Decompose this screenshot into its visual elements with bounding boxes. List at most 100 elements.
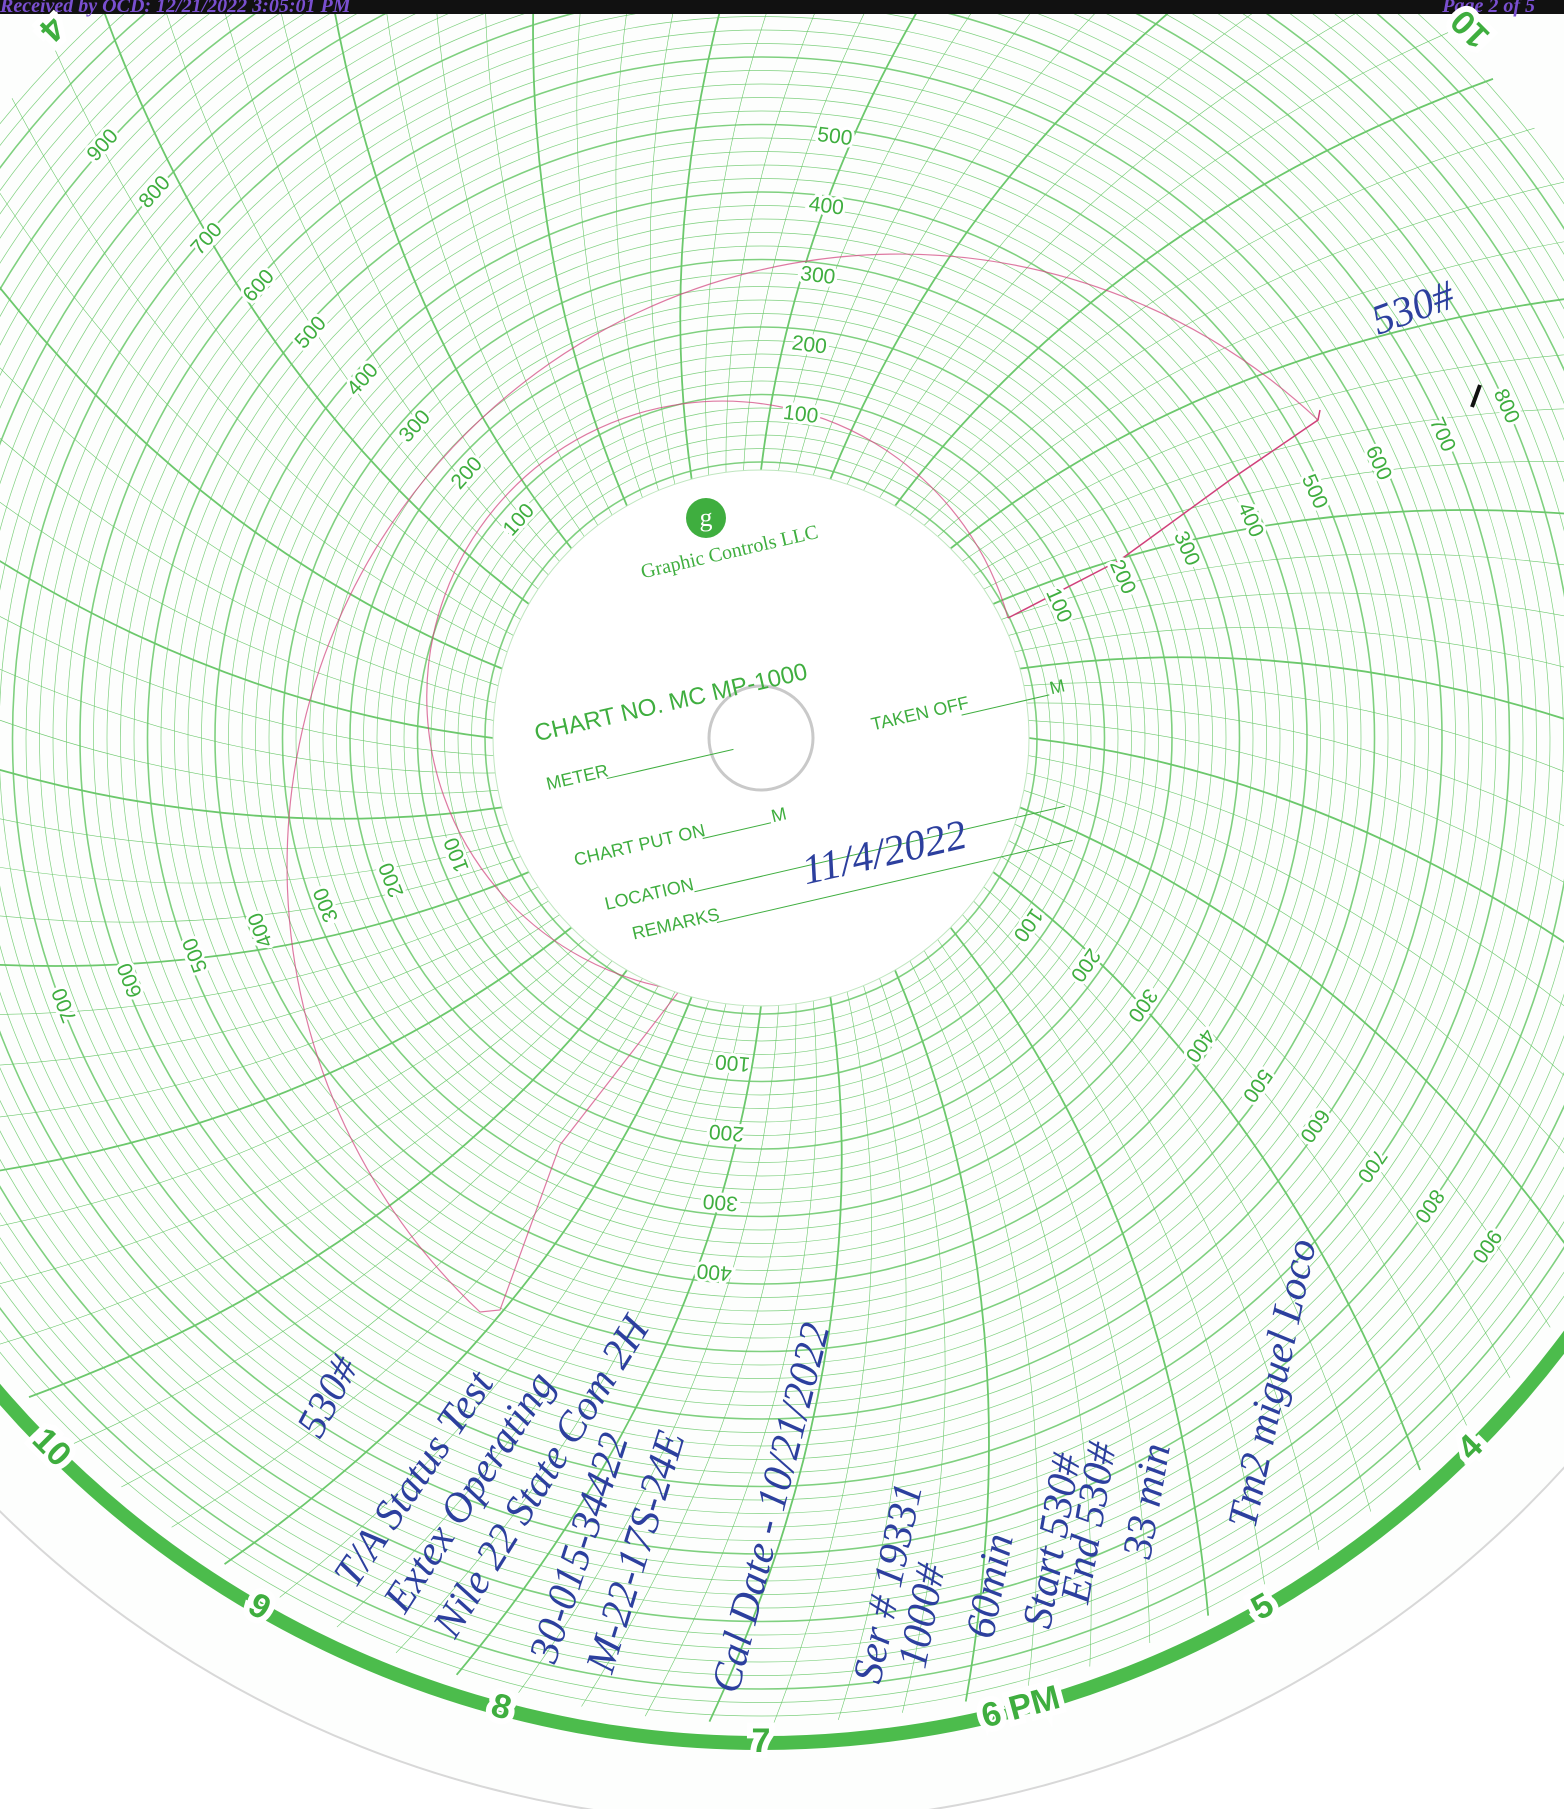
time-line [909, 960, 1038, 1687]
grid-ring [403, 380, 1119, 1096]
time-line [1014, 823, 1551, 1328]
time-line [0, 960, 613, 1349]
time-line [0, 886, 539, 1015]
time-line [279, 1000, 710, 1598]
pen-trace [286, 253, 1319, 1313]
logo-circle [686, 498, 726, 538]
grid-ring [281, 258, 1241, 1218]
time-line [484, 0, 613, 516]
time-line [894, 78, 1494, 507]
time-line [121, 985, 659, 1488]
time-line [0, 558, 496, 774]
time-line [1019, 806, 1564, 1275]
grid-ring [187, 164, 1335, 1312]
time-line [992, 871, 1421, 1471]
grid-ring [214, 191, 1308, 1285]
grid-ring [146, 123, 1376, 1353]
time-line [0, 256, 499, 687]
time-line [0, 313, 496, 704]
time-line [743, 0, 1004, 471]
put-on-unit: M [769, 803, 788, 826]
time-line [0, 871, 530, 967]
time-line [894, 969, 990, 1702]
grid-ring [0, 0, 1564, 1676]
grid-ring [309, 286, 1213, 1190]
grid-ring [322, 299, 1200, 1177]
grid [0, 0, 1564, 1724]
received-stamp: Received by OCD: 12/21/2022 3:05:01 PM [0, 0, 352, 17]
time-line [202, 0, 549, 576]
time-line [837, 985, 907, 1721]
grid-ring [255, 232, 1267, 1244]
field-line [716, 839, 1073, 923]
time-line [812, 0, 1243, 476]
scale-label: 300 [702, 1189, 739, 1215]
grid-ring [376, 353, 1146, 1123]
grid-ring [241, 218, 1281, 1258]
grid-ring [0, 0, 1551, 1528]
grid-ring [160, 137, 1362, 1339]
grid-ring [0, 0, 1564, 1555]
time-line [0, 950, 599, 1297]
time-line [937, 939, 1151, 1644]
grid-ring [484, 461, 1038, 1015]
time-line [795, 0, 1186, 473]
time-line [0, 148, 508, 653]
time-line [0, 621, 499, 794]
time-line [1026, 772, 1564, 1163]
time-line [1014, 627, 1564, 726]
time-line [909, 127, 1535, 516]
time-line [581, 1003, 797, 1707]
time-line [923, 950, 1092, 1667]
time-line [0, 201, 503, 670]
grid-ring [106, 83, 1416, 1393]
time-line [1019, 656, 1564, 791]
time-line [532, 0, 628, 507]
field-line [694, 805, 1065, 893]
grid-ring [79, 56, 1443, 1420]
time-line [879, 978, 946, 1713]
grid-ring [174, 151, 1348, 1325]
time-line [1026, 702, 1564, 918]
time-line [55, 50, 521, 620]
time-line [983, 461, 1564, 590]
time-line [0, 914, 560, 1128]
scale-label: 400 [808, 192, 846, 219]
time-line [1028, 737, 1564, 1044]
time-line [644, 1000, 817, 1717]
time-line [336, 1003, 727, 1628]
grid-ring [0, 0, 1564, 1663]
time-line [0, 814, 514, 884]
grid-ring [295, 272, 1227, 1204]
time-line [923, 179, 1564, 526]
logo: g [700, 503, 713, 532]
time-line [1001, 553, 1564, 620]
grid-ring [457, 434, 1065, 1042]
time-line [101, 5, 530, 605]
time-line [1008, 840, 1511, 1378]
scale-label: 100 [714, 1050, 751, 1076]
time-line [73, 978, 643, 1444]
grid-ring [390, 367, 1132, 1109]
grid-ring [0, 0, 1564, 1717]
time-line [11, 98, 514, 636]
grid-ring [416, 393, 1106, 1083]
grid-ring [0, 0, 1564, 1649]
page-number: Page 2 of 5 [1441, 0, 1535, 17]
grid-ring [120, 97, 1402, 1379]
time-line [171, 991, 676, 1528]
grid-ring [0, 0, 1564, 1582]
time-line [0, 750, 508, 849]
time-line [949, 289, 1564, 550]
hour-label: 7 [752, 1722, 771, 1760]
grid-ring [228, 205, 1294, 1271]
grid-ring [0, 0, 1564, 1636]
time-line [992, 509, 1564, 605]
scale-label: 200 [708, 1119, 745, 1145]
scale-label: 200 [790, 331, 828, 358]
time-line [150, 0, 539, 590]
time-line [1001, 856, 1467, 1426]
grid-ring [0, 0, 1537, 1514]
